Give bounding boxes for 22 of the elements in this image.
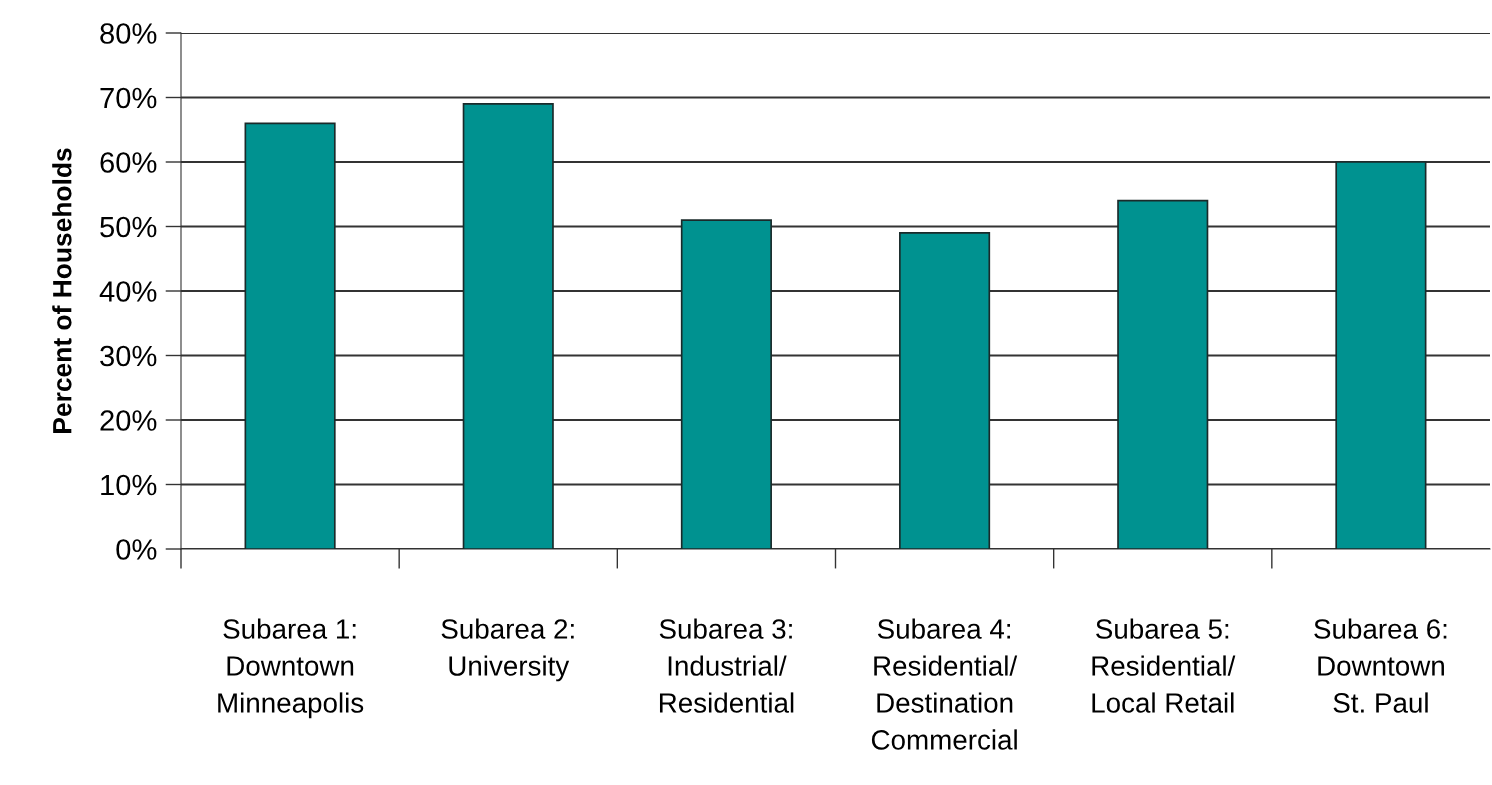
x-tick-label: Subarea 3: Industrial/ Residential (659, 618, 794, 713)
bar (899, 232, 991, 549)
bar (462, 103, 554, 549)
y-tick-label: 0% (116, 539, 157, 560)
x-tick-label: Subarea 4: Residential/ Destination Commercial (871, 618, 1018, 750)
x-tick-label: Subarea 5: Residential/ Local Retail (1092, 618, 1236, 713)
y-tick-label: 10% (101, 474, 157, 496)
y-tick-label: 70% (100, 87, 157, 109)
y-tick-label: 50% (100, 216, 157, 238)
bar (680, 219, 772, 549)
x-tick-label: Subarea 1: Downtown Minneapolis (218, 618, 364, 719)
bar (1117, 199, 1209, 549)
y-tick-label: 20% (100, 410, 157, 431)
y-tick-label: 60% (100, 152, 157, 173)
y-axis-title: Percent of Households (52, 148, 72, 433)
y-tick-label: 30% (100, 345, 157, 367)
x-tick-label: Subarea 6: Downtown St. Paul (1314, 618, 1447, 713)
bar (1335, 161, 1427, 549)
x-tick-label: Subarea 2: University (441, 618, 574, 682)
bar (244, 122, 336, 549)
y-tick-label: 40% (99, 281, 157, 302)
y-tick-label: 80% (100, 23, 157, 44)
